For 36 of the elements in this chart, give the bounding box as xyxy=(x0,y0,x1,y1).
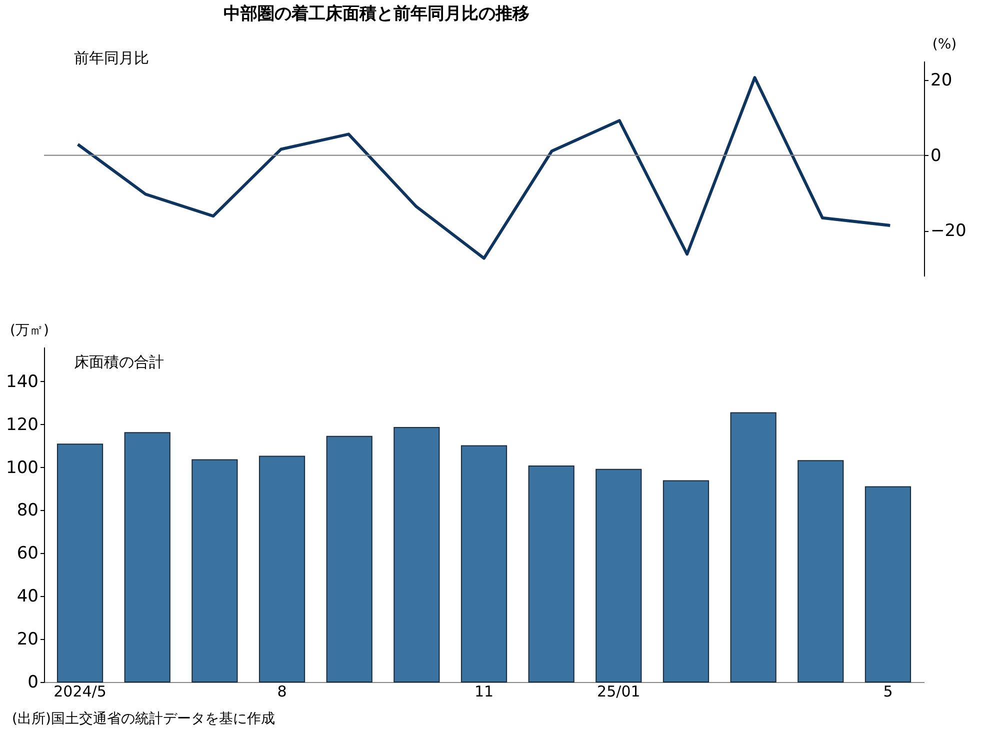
y-tick-label: 80 xyxy=(16,500,38,521)
y-tick-label: −20 xyxy=(930,221,966,242)
bar xyxy=(258,456,306,682)
x-tick-label: 8 xyxy=(277,682,287,700)
bar xyxy=(798,460,844,682)
y-tick-label: 0 xyxy=(28,672,38,692)
x-tick-label: 11 xyxy=(474,682,494,700)
chart-title: 床面積の合計 xyxy=(74,353,164,371)
bar xyxy=(326,436,372,682)
y-tick-label: 40 xyxy=(16,586,38,607)
bar xyxy=(394,427,440,682)
chart-subtitle: 前年同月比 xyxy=(74,49,149,67)
text: (出所)国土交通省の統計データを基に作成 xyxy=(12,711,275,727)
y-tick-label: 140 xyxy=(6,372,38,392)
y-tick-label: 20 xyxy=(16,630,38,650)
bar xyxy=(528,465,574,682)
bar xyxy=(192,459,238,682)
bar xyxy=(864,486,912,682)
y-tick-label: 100 xyxy=(6,458,38,478)
y-axis-title: (%) xyxy=(932,36,957,52)
x-tick-label: 5 xyxy=(883,682,893,700)
y-tick-label: 0 xyxy=(930,146,942,166)
chart-title: 中部圏の着工床面積と前年同月比の推移 xyxy=(223,4,530,24)
y-tick-label: 20 xyxy=(930,70,952,90)
bar xyxy=(56,444,104,682)
line-series xyxy=(76,76,892,260)
y-axis-title: (万㎡) xyxy=(10,322,49,338)
x-tick-label: 25/01 xyxy=(597,682,640,700)
bar xyxy=(662,480,710,682)
bar xyxy=(730,412,776,682)
y-tick-label: 60 xyxy=(16,544,38,564)
bar xyxy=(596,468,642,682)
x-tick-label: 2024/5 xyxy=(54,682,106,700)
bar xyxy=(460,445,508,682)
bar xyxy=(124,432,170,682)
y-tick-label: 120 xyxy=(6,414,38,435)
